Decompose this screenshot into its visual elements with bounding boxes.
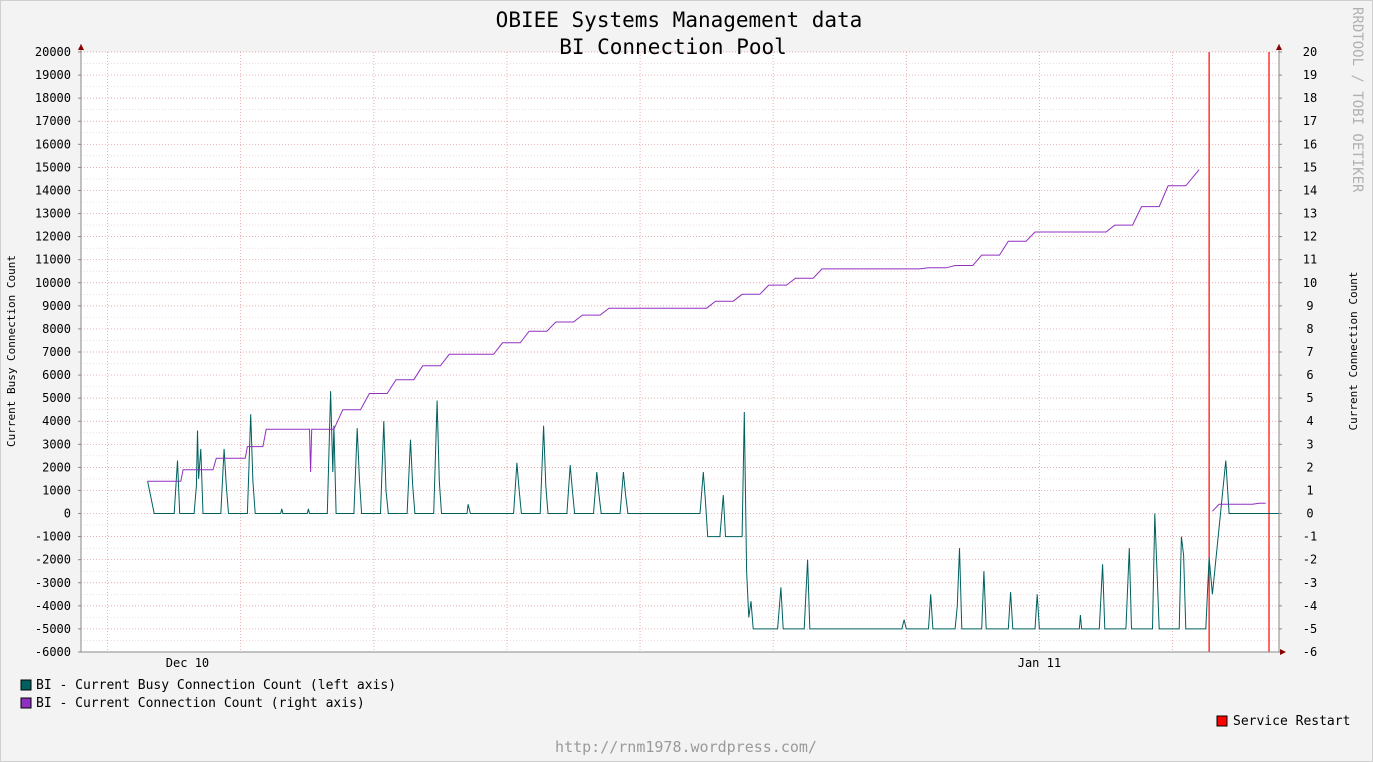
legend-entry-connections: BI - Current Connection Count (right axi…: [36, 696, 365, 711]
y-tick-label-right: 2: [1306, 460, 1313, 474]
y-axis-left-arrow: [78, 44, 84, 50]
y-tick-label-right: 17: [1303, 114, 1317, 128]
y-tick-label-left: 10000: [35, 276, 71, 290]
y-tick-label-left: 9000: [42, 299, 71, 313]
y-tick-label-left: 4000: [42, 414, 71, 428]
legend-swatch-busy: [20, 679, 32, 691]
y-tick-label-left: 3000: [42, 437, 71, 451]
y-tick-label-left: -2000: [35, 553, 71, 567]
footer-url: http://rnm1978.wordpress.com/: [555, 738, 817, 756]
y-tick-label-right: 11: [1303, 253, 1317, 267]
legend-swatch-connections: [20, 697, 32, 709]
y-tick-label-right: -6: [1303, 645, 1317, 659]
y-tick-label-right: 19: [1303, 68, 1317, 82]
y-tick-label-left: 12000: [35, 230, 71, 244]
y-tick-label-right: 6: [1306, 368, 1313, 382]
y-tick-label-left: 18000: [35, 91, 71, 105]
y-tick-label-left: 19000: [35, 68, 71, 82]
y-tick-label-right: 0: [1306, 507, 1313, 521]
y-tick-label-left: 16000: [35, 137, 71, 151]
y-tick-label-left: -4000: [35, 599, 71, 613]
y-tick-label-left: -3000: [35, 576, 71, 590]
y-tick-label-right: -1: [1303, 530, 1317, 544]
y-tick-label-right: 1: [1306, 483, 1313, 497]
y-tick-label-right: 9: [1306, 299, 1313, 313]
series-layer: [147, 169, 1279, 630]
y-tick-label-right: 12: [1303, 230, 1317, 244]
x-axis-arrow: [1280, 649, 1286, 655]
y-tick-label-left: 11000: [35, 253, 71, 267]
y-tick-label-right: -2: [1303, 553, 1317, 567]
y-axis-right-arrow: [1276, 44, 1282, 50]
y-tick-label-left: 2000: [42, 460, 71, 474]
legend-entry-service-restart: Service Restart: [1233, 714, 1350, 729]
y-axis-right-label: Current Connection Count: [1347, 272, 1360, 431]
chart-title: OBIEE Systems Management data: [496, 8, 863, 32]
y-tick-label-right: 14: [1303, 183, 1317, 197]
y-tick-label-right: -3: [1303, 576, 1317, 590]
y-tick-label-right: 18: [1303, 91, 1317, 105]
y-tick-label-left: -6000: [35, 645, 71, 659]
y-tick-label-left: 14000: [35, 183, 71, 197]
y-tick-label-right: 10: [1303, 276, 1317, 290]
y-tick-label-left: 20000: [35, 45, 71, 59]
x-tick-label: Jan 11: [1018, 656, 1061, 670]
y-tick-label-right: 13: [1303, 207, 1317, 221]
y-axis-left-label: Current Busy Connection Count: [5, 255, 18, 447]
y-tick-label-left: 8000: [42, 322, 71, 336]
axes: 2000019000180001700016000150001400013000…: [35, 44, 1317, 670]
grid: [81, 51, 1279, 653]
y-tick-label-left: 15000: [35, 160, 71, 174]
x-tick-label: Dec 10: [166, 656, 209, 670]
chart-subtitle: BI Connection Pool: [559, 35, 787, 59]
y-tick-label-left: 5000: [42, 391, 71, 405]
legend-swatch-service-restart: [1216, 715, 1228, 727]
series-line-connections: [147, 169, 1266, 512]
y-tick-label-right: 16: [1303, 137, 1317, 151]
y-tick-label-right: 15: [1303, 160, 1317, 174]
y-tick-label-left: 6000: [42, 368, 71, 382]
y-tick-label-left: 17000: [35, 114, 71, 128]
y-tick-label-right: 8: [1306, 322, 1313, 336]
y-tick-label-right: 7: [1306, 345, 1313, 359]
watermark: RRDTOOL / TOBI OETIKER: [1349, 7, 1365, 193]
y-tick-label-left: 13000: [35, 207, 71, 221]
y-tick-label-right: 20: [1303, 45, 1317, 59]
y-tick-label-left: -5000: [35, 622, 71, 636]
y-tick-label-right: 3: [1306, 437, 1313, 451]
y-tick-label-left: 0: [64, 507, 71, 521]
y-tick-label-left: 7000: [42, 345, 71, 359]
y-tick-label-right: 4: [1306, 414, 1313, 428]
y-tick-label-left: -1000: [35, 530, 71, 544]
series-line-busy: [147, 391, 1279, 630]
y-tick-label-right: -5: [1303, 622, 1317, 636]
y-tick-label-right: -4: [1303, 599, 1317, 613]
legend-entry-busy: BI - Current Busy Connection Count (left…: [36, 678, 396, 693]
y-tick-label-right: 5: [1306, 391, 1313, 405]
service-restart-markers: [1208, 52, 1270, 652]
y-tick-label-left: 1000: [42, 483, 71, 497]
plot-area: [81, 52, 1279, 652]
